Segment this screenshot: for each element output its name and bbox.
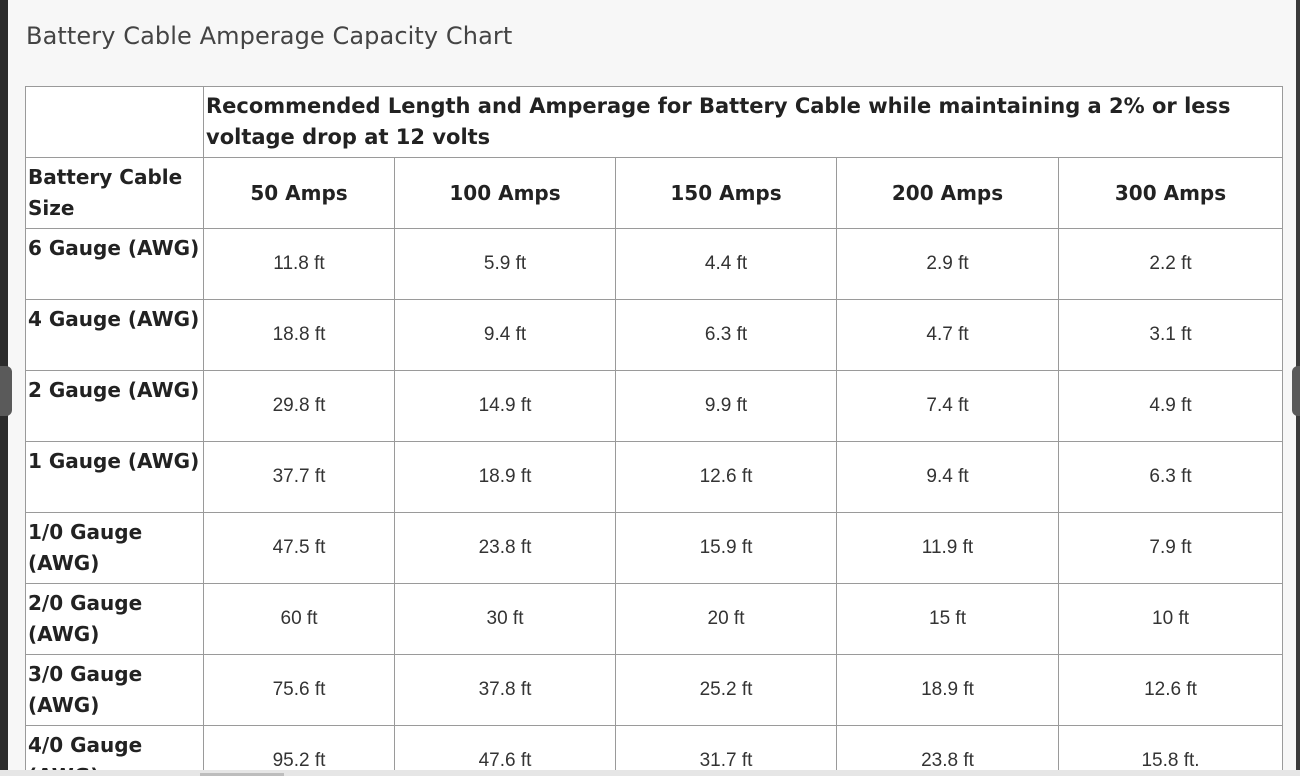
- row-label: 2 Gauge (AWG): [25, 370, 204, 442]
- table-row: 3/0 Gauge (AWG) 75.6 ft 37.8 ft 25.2 ft 18.9…: [25, 654, 1284, 726]
- row-label: 1 Gauge (AWG): [25, 441, 204, 513]
- table-caption: Recommended Length and Amperage for Batt…: [202, 86, 1284, 158]
- table-cell: 12.6 ft: [615, 441, 837, 513]
- table-cell: 15.8 ft.: [1057, 725, 1284, 776]
- table-cell: 37.8 ft: [394, 654, 616, 726]
- table-cell: 18.9 ft: [836, 654, 1059, 726]
- table-cell: 30 ft: [394, 583, 616, 655]
- left-scroll-handle[interactable]: [0, 366, 12, 416]
- table-cell: 29.8 ft: [203, 370, 395, 442]
- table-cell: 7.9 ft: [1057, 512, 1284, 584]
- row-label: 2/0 Gauge (AWG): [25, 583, 204, 655]
- column-header: 200 Amps: [836, 157, 1059, 229]
- table-cell: 4.7 ft: [836, 299, 1059, 371]
- table-cell: 15.9 ft: [615, 512, 837, 584]
- table-row: 2 Gauge (AWG) 29.8 ft 14.9 ft 9.9 ft 7.4 ft 4…: [25, 370, 1284, 442]
- table-header-row-main: Recommended Length and Amperage for Batt…: [25, 86, 1284, 158]
- bottom-indicator: [200, 773, 284, 776]
- table-cell: 47.6 ft: [394, 725, 616, 776]
- row-label: 6 Gauge (AWG): [25, 228, 204, 300]
- column-header: 300 Amps: [1057, 157, 1284, 229]
- row-label: 4/0 Gauge (AWG): [25, 725, 204, 776]
- table-cell: 4.4 ft: [615, 228, 837, 300]
- table-cell: 47.5 ft: [203, 512, 395, 584]
- table-cell: 14.9 ft: [394, 370, 616, 442]
- table-cell: 31.7 ft: [615, 725, 837, 776]
- row-label: 3/0 Gauge (AWG): [25, 654, 204, 726]
- table-cell: 5.9 ft: [394, 228, 616, 300]
- row-label: 1/0 Gauge (AWG): [25, 512, 204, 584]
- table-cell: 18.9 ft: [394, 441, 616, 513]
- column-header: 100 Amps: [394, 157, 616, 229]
- table-cell: 9.4 ft: [836, 441, 1059, 513]
- table-cell: 10 ft: [1057, 583, 1284, 655]
- table-cell: 4.9 ft: [1057, 370, 1284, 442]
- table-cell: 15 ft: [836, 583, 1059, 655]
- corner-cell: [25, 86, 204, 158]
- table-cell: 3.1 ft: [1057, 299, 1284, 371]
- table-cell: 9.4 ft: [394, 299, 616, 371]
- column-header: 50 Amps: [203, 157, 395, 229]
- page-title: Battery Cable Amperage Capacity Chart: [26, 22, 513, 50]
- size-column-header: Battery Cable Size: [25, 157, 204, 229]
- table-cell: 60 ft: [203, 583, 395, 655]
- table-cell: 6.3 ft: [615, 299, 837, 371]
- table-cell: 23.8 ft: [836, 725, 1059, 776]
- table-cell: 2.2 ft: [1057, 228, 1284, 300]
- table-cell: 9.9 ft: [615, 370, 837, 442]
- table-cell: 11.8 ft: [203, 228, 395, 300]
- column-header: 150 Amps: [615, 157, 837, 229]
- table-cell: 37.7 ft: [203, 441, 395, 513]
- table-cell: 12.6 ft: [1057, 654, 1284, 726]
- table-cell: 18.8 ft: [203, 299, 395, 371]
- table-cell: 6.3 ft: [1057, 441, 1284, 513]
- table-row: 6 Gauge (AWG) 11.8 ft 5.9 ft 4.4 ft 2.9 ft 2.…: [25, 228, 1284, 300]
- right-scroll-handle[interactable]: [1292, 366, 1300, 416]
- row-label: 4 Gauge (AWG): [25, 299, 204, 371]
- bottom-bar: [0, 770, 1300, 776]
- table-row: 4 Gauge (AWG) 18.8 ft 9.4 ft 6.3 ft 4.7 ft 3.…: [25, 299, 1284, 371]
- table-cell: 2.9 ft: [836, 228, 1059, 300]
- table-cell: 95.2 ft: [203, 725, 395, 776]
- table-cell: 75.6 ft: [203, 654, 395, 726]
- table-cell: 23.8 ft: [394, 512, 616, 584]
- table-cell: 25.2 ft: [615, 654, 837, 726]
- table-row: 1 Gauge (AWG) 37.7 ft 18.9 ft 12.6 ft 9.4 ft…: [25, 441, 1284, 513]
- table-cell: 7.4 ft: [836, 370, 1059, 442]
- amperage-table: Recommended Length and Amperage for Batt…: [25, 86, 1284, 776]
- table-header-row-columns: Battery Cable Size 50 Amps 100 Amps 150 …: [25, 157, 1284, 229]
- table-row: 1/0 Gauge (AWG) 47.5 ft 23.8 ft 15.9 ft 11.9…: [25, 512, 1284, 584]
- table-row: 2/0 Gauge (AWG) 60 ft 30 ft 20 ft 15 ft 10 ft: [25, 583, 1284, 655]
- table-cell: 20 ft: [615, 583, 837, 655]
- table-cell: 11.9 ft: [836, 512, 1059, 584]
